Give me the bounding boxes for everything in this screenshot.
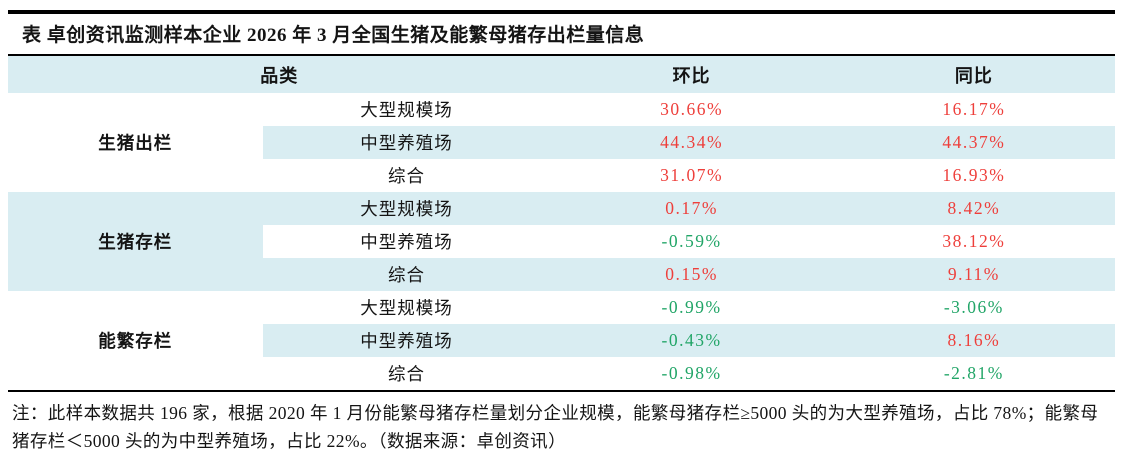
group-label-pig-inventory: 生猪存栏 [8, 192, 263, 291]
subcategory-cell: 综合 [388, 364, 426, 384]
yoy-value-cell: -3.06% [943, 297, 1004, 317]
mom-value-cell: -0.43% [550, 324, 833, 357]
table-container: 表 卓创资讯监测样本企业 2026 年 3 月全国生猪及能繁母猪存出栏量信息 品… [8, 10, 1115, 454]
subcategory-cell: 大型规模场 [360, 100, 453, 120]
table-header-row: 品类 环比 同比 [8, 56, 1115, 93]
subcategory-cell: 中型养殖场 [262, 126, 551, 159]
header-category: 品类 [8, 56, 551, 93]
table-row: 中型养殖场 -0.43% 8.16% [8, 324, 1115, 357]
table-row: 生猪存栏 大型规模场 0.17% 8.42% [8, 192, 1115, 291]
yoy-value-cell: -2.81% [943, 363, 1004, 383]
mom-value-cell: -0.99% [661, 297, 722, 317]
table-row: 中型养殖场 -0.59% 38.12% [8, 225, 1115, 258]
header-mom: 环比 [550, 56, 833, 93]
table-title: 表 卓创资讯监测样本企业 2026 年 3 月全国生猪及能繁母猪存出栏量信息 [8, 14, 1115, 56]
table-row: 中型养殖场 44.34% 44.37% [8, 126, 1115, 159]
table-row: 能繁存栏 大型规模场 -0.99% -3.06% [8, 291, 1115, 390]
mom-value-cell: 0.15% [550, 258, 833, 291]
yoy-value-cell: 8.16% [832, 324, 1115, 357]
group-label-sow-inventory: 能繁存栏 [8, 291, 263, 390]
mom-value-cell: -0.98% [661, 363, 722, 383]
yoy-value-cell: 38.12% [942, 231, 1006, 251]
subcategory-cell: 中型养殖场 [360, 232, 453, 252]
subcategory-cell: 大型规模场 [262, 192, 551, 225]
subcategory-cell: 综合 [262, 258, 551, 291]
table-row: 综合 -0.98% -2.81% [8, 357, 1115, 390]
subcategory-cell: 中型养殖场 [262, 324, 551, 357]
yoy-value-cell: 9.11% [832, 258, 1115, 291]
subcategory-cell: 综合 [388, 166, 426, 186]
yoy-value-cell: 8.42% [832, 192, 1115, 225]
yoy-value-cell: 44.37% [832, 126, 1115, 159]
yoy-value-cell: 16.17% [942, 99, 1006, 119]
mom-value-cell: 30.66% [660, 99, 724, 119]
yoy-value-cell: 16.93% [942, 165, 1006, 185]
table-row: 综合 31.07% 16.93% [8, 159, 1115, 192]
mom-value-cell: 44.34% [550, 126, 833, 159]
table-row: 综合 0.15% 9.11% [8, 258, 1115, 291]
pig-data-table: 品类 环比 同比 生猪出栏 大型规模场 30.66% 16.17% 中型养殖场 … [8, 56, 1115, 390]
mom-value-cell: 31.07% [660, 165, 724, 185]
header-yoy: 同比 [832, 56, 1115, 93]
subcategory-cell: 大型规模场 [360, 298, 453, 318]
mom-value-cell: -0.59% [661, 231, 722, 251]
table-footnote: 注：此样本数据共 196 家，根据 2020 年 1 月份能繁母猪存栏量划分企业… [8, 390, 1115, 454]
group-label-pig-slaughter: 生猪出栏 [8, 93, 263, 192]
mom-value-cell: 0.17% [550, 192, 833, 225]
table-row: 生猪出栏 大型规模场 30.66% 16.17% [8, 93, 1115, 192]
